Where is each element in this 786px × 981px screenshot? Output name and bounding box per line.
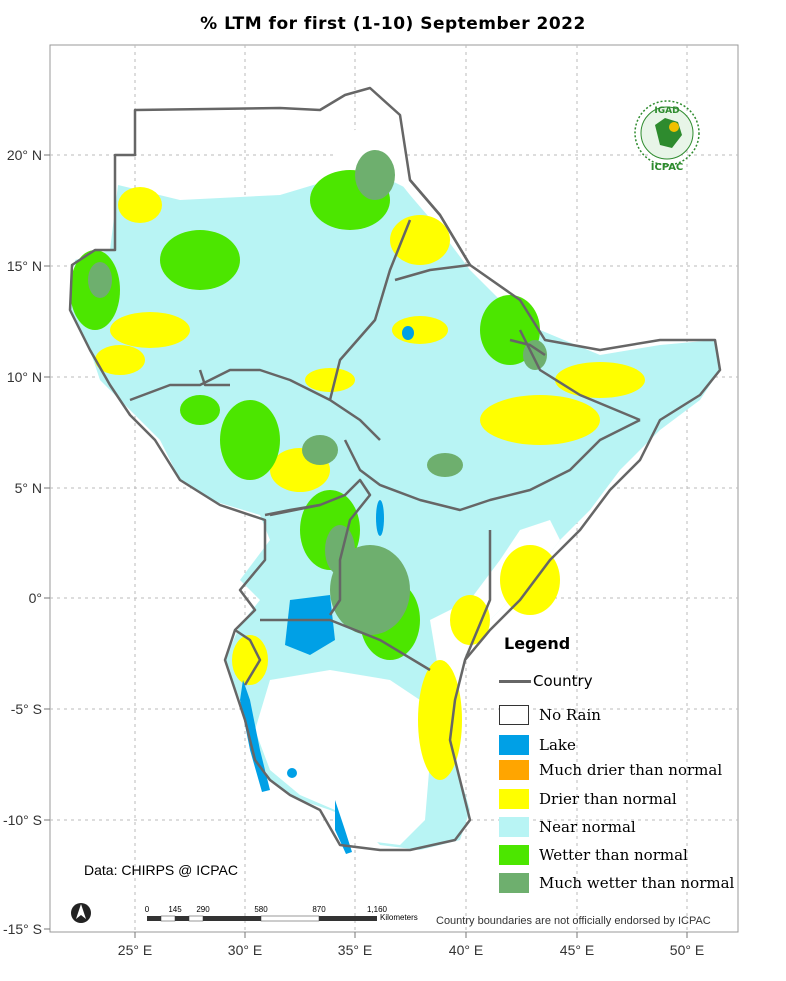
legend-label: Lake (539, 736, 576, 754)
boundary-ss-drc (264, 503, 321, 517)
lat-label: -10° S (2, 812, 42, 828)
boundary-car-chad (198, 369, 230, 387)
lake-turkana (376, 500, 384, 536)
legend-item-much-wetter: Much wetter than normal (499, 873, 734, 893)
legend-country-label: Country (533, 672, 593, 690)
icpac-logo: IGAD ICPAC (631, 92, 703, 176)
scale-tick-label: 580 (254, 905, 268, 914)
lake-tana (402, 326, 414, 340)
lon-label: 25° E (117, 942, 153, 958)
boundary-sudan-southsudan (129, 368, 381, 441)
north-arrow-icon (71, 903, 91, 923)
boundary-tanzania-north (260, 618, 431, 672)
lake-malawi (335, 800, 352, 854)
lon-label: 50° E (669, 942, 705, 958)
boundary-sudan-ethiopia (328, 219, 412, 401)
scale-tick-label: 1,160 (366, 905, 388, 914)
country-boundaries (68, 86, 722, 852)
country-line-swatch (499, 679, 531, 683)
logo-bottom-text: ICPAC (650, 162, 684, 173)
legend-swatch (499, 705, 529, 725)
lat-label: -15° S (2, 921, 42, 937)
scale-unit-label: Kilometers (380, 913, 418, 922)
legend-label: Wetter than normal (539, 846, 688, 864)
legend-label: No Rain (539, 706, 601, 724)
boundary-uganda (269, 478, 372, 616)
legend-swatch (499, 817, 529, 837)
lat-label: 20° N (6, 147, 42, 163)
legend-item-near-normal: Near normal (499, 817, 636, 837)
scale-tick-label: 0 (144, 905, 150, 914)
scale-tick-label: 145 (168, 905, 182, 914)
boundary-outer (68, 86, 722, 852)
legend-label: Much drier than normal (539, 761, 723, 779)
legend-title: Legend (504, 634, 571, 653)
lon-label: 40° E (448, 942, 484, 958)
legend-swatch (499, 845, 529, 865)
legend-swatch (499, 760, 529, 780)
legend-item-drier: Drier than normal (499, 789, 677, 809)
legend-swatch (499, 873, 529, 893)
legend-swatch (499, 735, 529, 755)
lake-tanganyika (240, 680, 270, 792)
legend-item-much-drier: Much drier than normal (499, 760, 722, 780)
boundary-rwanda-burundi (234, 628, 262, 686)
boundary-somalia-ethiopia (518, 329, 641, 422)
scale-bar (147, 915, 377, 922)
boundary-eritrea (394, 179, 472, 282)
legend-country: Country (499, 672, 593, 690)
lon-label: 35° E (337, 942, 373, 958)
lon-label: 30° E (227, 942, 263, 958)
lakes (240, 326, 414, 854)
much-wetter-patches (88, 150, 547, 635)
legend-label: Drier than normal (539, 790, 677, 808)
lake-kyoga (287, 768, 297, 778)
disclaimer-text: Country boundaries are not officially en… (436, 915, 711, 927)
region-no-rain-south (255, 670, 430, 845)
lat-label: -5° S (10, 701, 42, 717)
legend-item-wetter: Wetter than normal (499, 845, 688, 865)
map-title: % LTM for first (1-10) September 2022 (200, 14, 586, 34)
boundary-djibouti (509, 338, 546, 357)
data-source-label: Data: CHIRPS @ ICPAC (84, 862, 238, 878)
igad-logo-emblem (634, 100, 700, 166)
lat-label: 10° N (6, 369, 42, 385)
legend-swatch (499, 789, 529, 809)
lat-label: 0° (28, 590, 42, 606)
logo-top-text: IGAD (654, 106, 680, 116)
lake-victoria (285, 595, 335, 655)
legend-item-no-rain: No Rain (499, 705, 601, 725)
legend-item-lake: Lake (499, 735, 576, 755)
boundary-kenya-somalia (463, 530, 492, 661)
boundary-ethiopia-south (343, 418, 641, 512)
scale-tick-label: 870 (312, 905, 326, 914)
scale-tick-label: 290 (196, 905, 210, 914)
lat-label: 15° N (6, 258, 42, 274)
lat-label: 5° N (14, 480, 42, 496)
legend-label: Much wetter than normal (539, 874, 735, 892)
legend-label: Near normal (539, 818, 636, 836)
lon-label: 45° E (559, 942, 595, 958)
